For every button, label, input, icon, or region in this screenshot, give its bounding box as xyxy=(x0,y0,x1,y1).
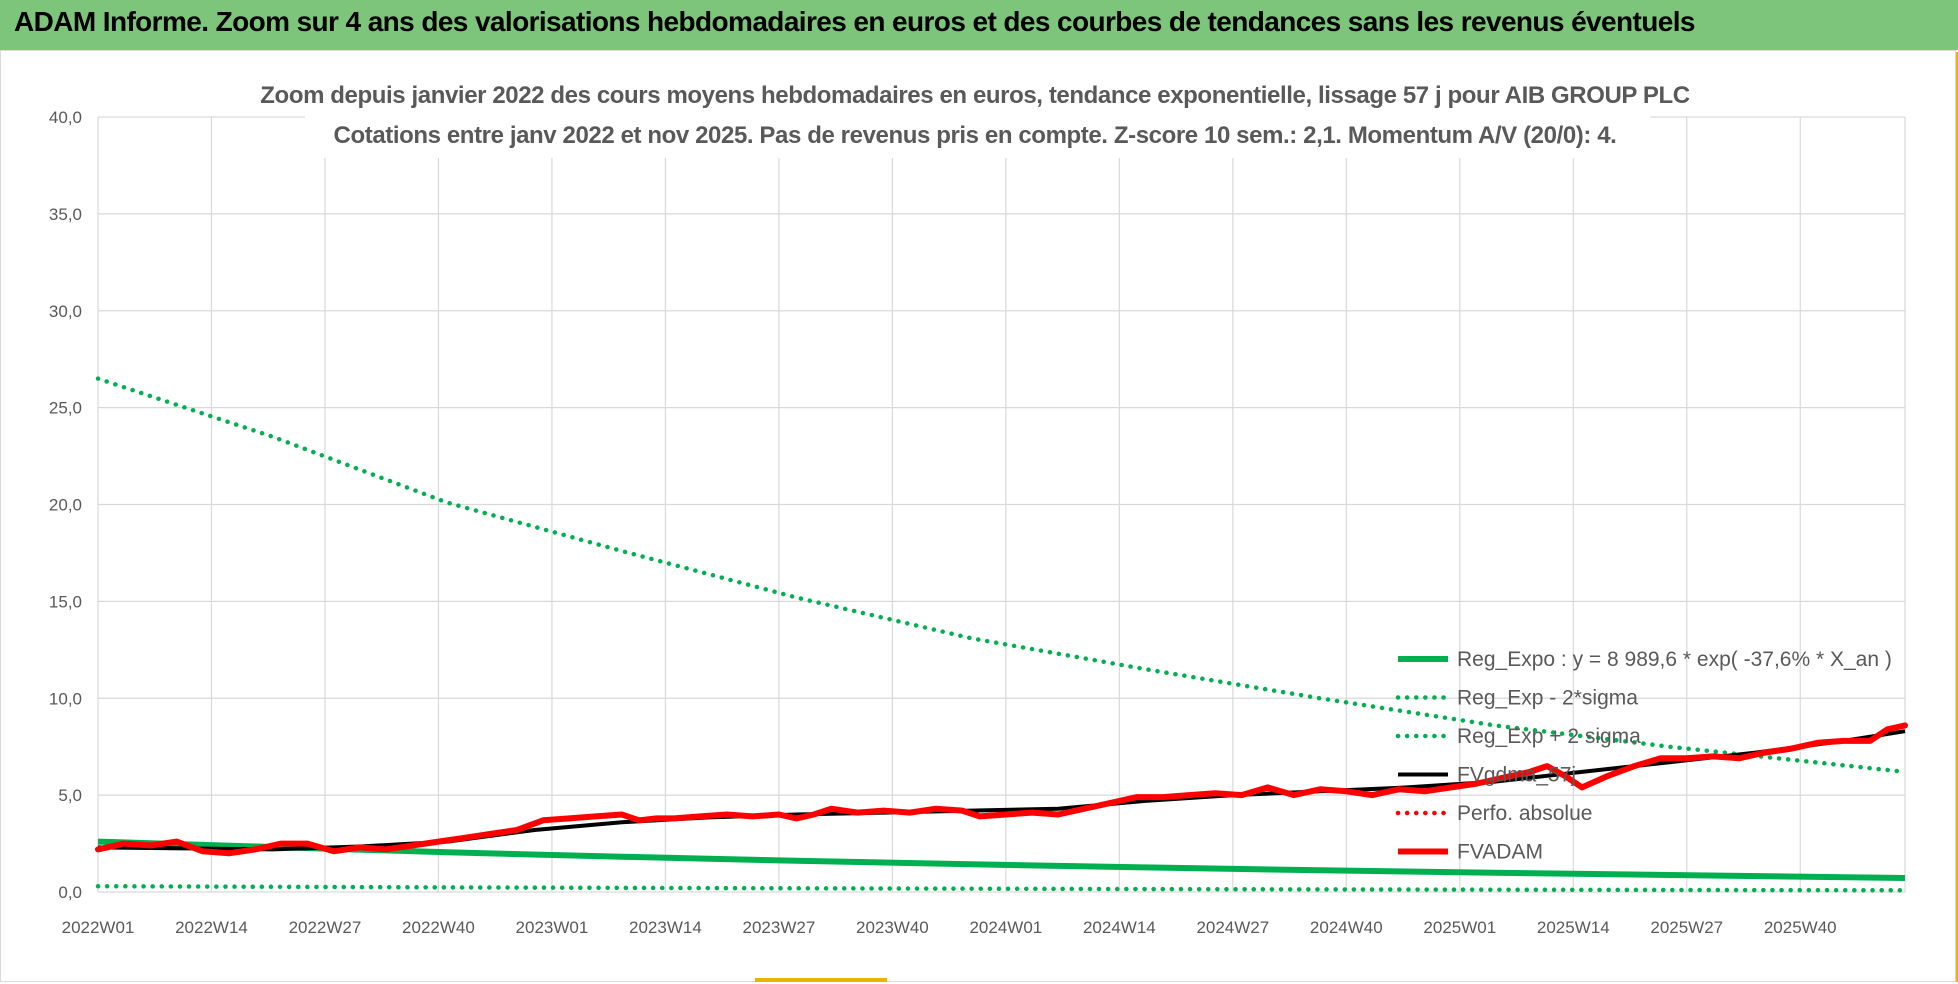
legend: Reg_Expo : y = 8 989,6 * exp( -37,6% * X… xyxy=(1395,648,1892,864)
x-tick-label: 2022W27 xyxy=(289,918,362,937)
legend-label: Reg_Exp + 2 sigma xyxy=(1457,725,1641,748)
right-edge-marker xyxy=(1950,52,1958,982)
y-tick-label: 15,0 xyxy=(49,592,82,611)
x-tick-label: 2022W14 xyxy=(175,918,248,937)
x-tick-label: 2024W40 xyxy=(1310,918,1383,937)
x-tick-label: 2025W01 xyxy=(1423,918,1496,937)
x-tick-label: 2023W14 xyxy=(629,918,702,937)
x-tick-label: 2024W01 xyxy=(969,918,1042,937)
y-tick-label: 0,0 xyxy=(58,883,82,902)
axis-labels: 0,0 5,0 10,0 15,0 20,0 25,0 30,0 35,0 40,0 2022W0… xyxy=(49,108,1837,937)
y-tick-label: 40,0 xyxy=(49,108,82,127)
x-tick-label: 2025W14 xyxy=(1537,918,1610,937)
x-tick-label: 2023W01 xyxy=(516,918,589,937)
page-title: ADAM Informe. Zoom sur 4 ans des valoris… xyxy=(14,6,1695,37)
legend-label: Perfo. absolue xyxy=(1457,802,1592,825)
x-tick-label: 2022W40 xyxy=(402,918,475,937)
legend-label: FVADAM xyxy=(1457,841,1543,864)
legend-label: Reg_Expo : y = 8 989,6 * exp( -37,6% * X… xyxy=(1457,648,1892,671)
x-tick-label: 2022W01 xyxy=(62,918,135,937)
y-tick-label: 10,0 xyxy=(49,689,82,708)
series-line xyxy=(95,883,1908,893)
x-tick-label: 2023W40 xyxy=(856,918,929,937)
header-band: ADAM Informe. Zoom sur 4 ans des valoris… xyxy=(0,0,1958,50)
chart-title-line2: Cotations entre janv 2022 et nov 2025. P… xyxy=(334,122,1617,149)
series-line xyxy=(95,722,1908,857)
series-line xyxy=(97,729,1906,852)
x-tick-label: 2025W27 xyxy=(1650,918,1723,937)
x-tick-label: 2023W27 xyxy=(743,918,816,937)
x-tick-label: 2025W40 xyxy=(1764,918,1837,937)
y-tick-label: 25,0 xyxy=(49,399,82,418)
series-layer xyxy=(95,376,1908,893)
legend-label: FVgdma_57j xyxy=(1457,764,1576,787)
legend-label: Reg_Exp - 2*sigma xyxy=(1457,687,1638,710)
chart-frame xyxy=(0,50,1956,982)
y-tick-label: 5,0 xyxy=(58,786,82,805)
chart-title-line1: Zoom depuis janvier 2022 des cours moyen… xyxy=(260,82,1689,109)
x-tick-label: 2024W27 xyxy=(1196,918,1269,937)
y-tick-label: 20,0 xyxy=(49,496,82,515)
title-background xyxy=(305,72,1650,158)
x-tick-label: 2024W14 xyxy=(1083,918,1156,937)
series-line xyxy=(95,376,1908,775)
y-tick-label: 35,0 xyxy=(49,205,82,224)
bottom-edge-marker xyxy=(755,978,887,982)
y-tick-label: 30,0 xyxy=(49,302,82,321)
grid xyxy=(97,116,1906,893)
